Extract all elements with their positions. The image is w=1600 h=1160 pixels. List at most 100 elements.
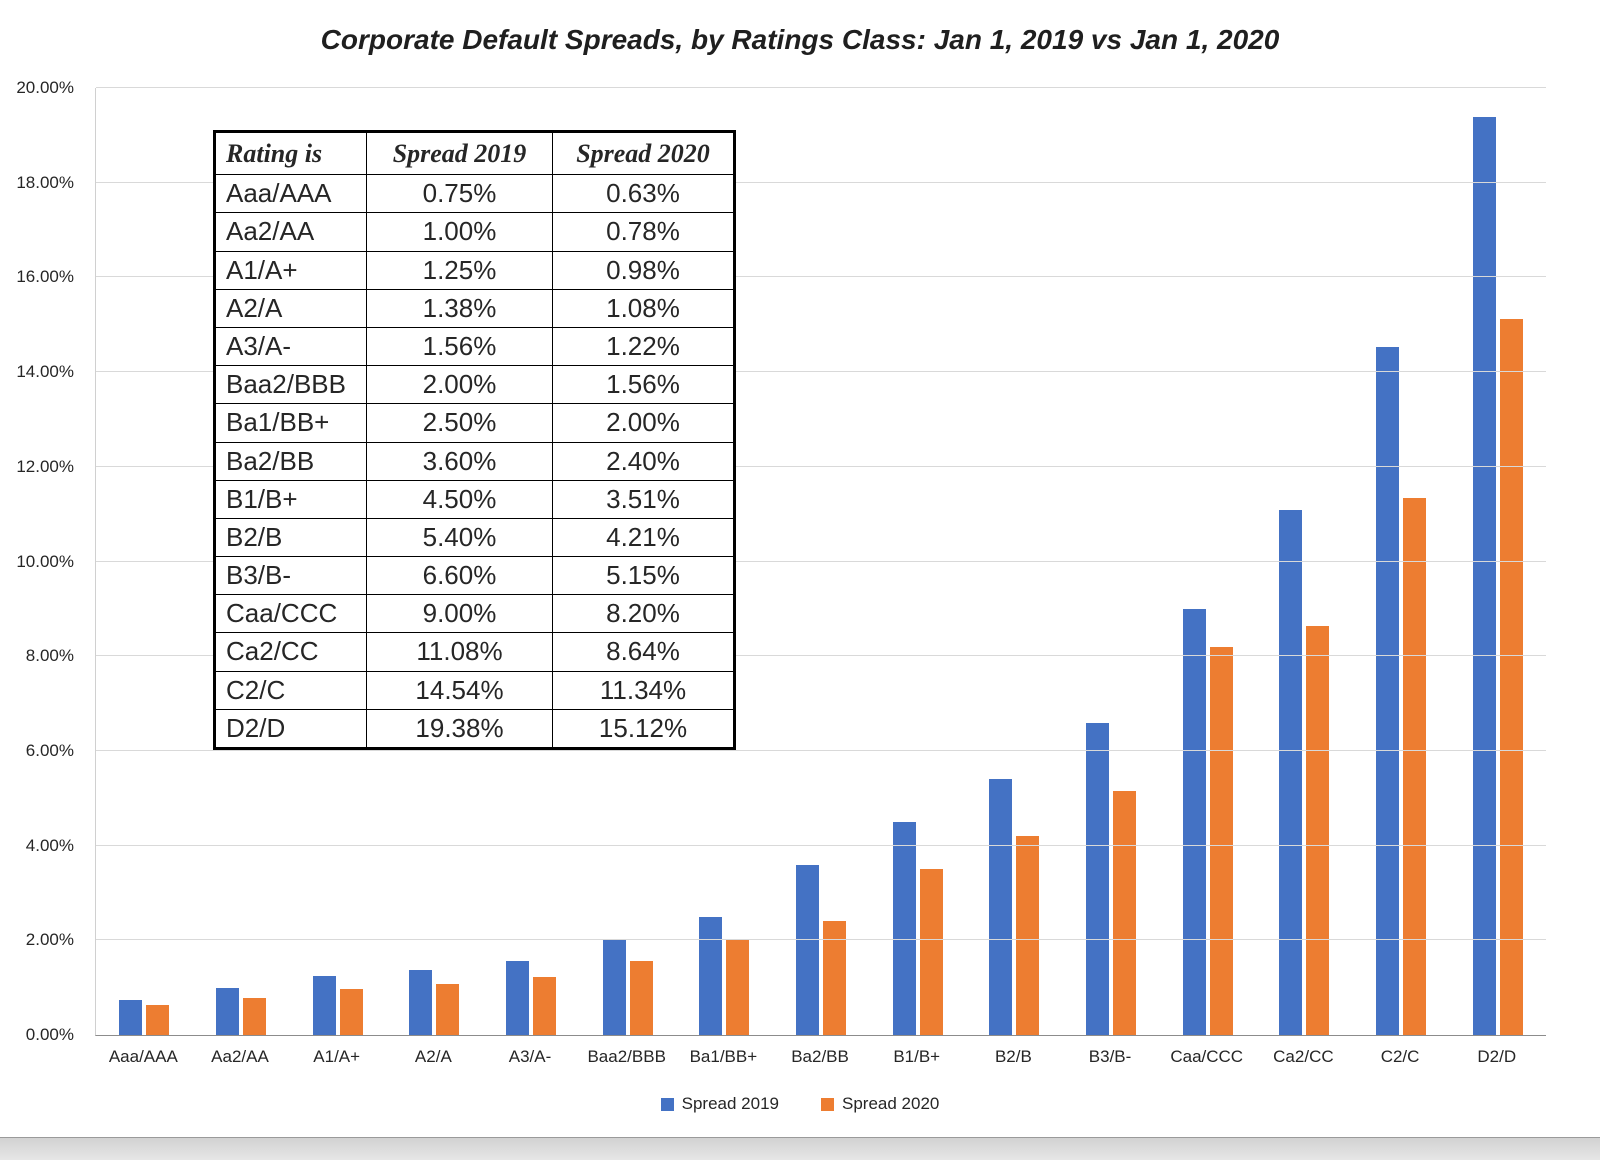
rating-cell: B1/B+ [214,479,367,519]
rating-cell: Ba2/BB [214,441,367,481]
spread-cell: 3.51% [552,479,735,519]
rating-cell: D2/D [214,708,367,750]
rating-cell: A3/A- [214,326,367,367]
y-tick-label: 2.00% [25,930,74,950]
y-tick-label: 8.00% [25,646,74,666]
y-tick-label: 12.00% [16,456,74,476]
gridline [96,276,1546,278]
bar-spread-2020-baa2-bbb [629,961,653,1035]
x-tick-label-caa-ccc: Caa/CCC [1170,1047,1244,1066]
gridline [96,87,1546,88]
bar-spread-2020-ba1-bb [726,940,750,1035]
x-tick-label-a2-a: A2/A [414,1047,452,1066]
table-header-cell-spread-2019: Spread 2019 [366,130,553,176]
bar-spread-2019-ba1-bb [699,916,723,1035]
spread-cell: 1.25% [366,250,553,290]
bar-group-aa2-aa [193,88,290,1035]
spread-cell: 2.50% [366,403,553,443]
bar-spread-2020-ca2-cc [1306,625,1330,1035]
spread-cell: 0.63% [552,174,735,214]
y-tick-label: 18.00% [16,172,74,192]
spread-cell: 1.56% [366,326,553,367]
bar-spread-2019-a3-a [506,961,530,1035]
table-body: Aaa/AAA 0.75% 0.63% Aa2/AA 1.00% 0.78% A1/A+ 1.… [214,174,735,750]
table-row-a3-a: A3/A- 1.56% 1.22% [214,326,735,367]
spread-cell: 14.54% [366,670,553,710]
bar-spread-2020-ba2-bb [823,921,847,1035]
x-tick-label-ca2-cc: Ca2/CC [1273,1047,1334,1066]
x-tick-label-ba2-bb: Ba2/BB [791,1047,849,1066]
gridline [96,844,1546,846]
bar-spread-2019-ba2-bb [796,864,820,1035]
rating-cell: B3/B- [214,556,367,596]
y-tick-label: 14.00% [16,362,74,382]
bar-group-ca2-cc [1256,88,1353,1035]
table-row-a2-a: A2/A 1.38% 1.08% [214,288,735,328]
spread-cell: 1.38% [366,288,553,328]
y-tick-label: 20.00% [16,78,74,97]
spread-cell: 1.08% [552,288,735,328]
table-header-cell-rating-is: Rating is [214,130,367,176]
spread-cell: 3.60% [366,441,553,481]
bar-group-a2-a [386,88,483,1035]
spread-cell: 11.08% [366,632,553,672]
x-tick-label-a1-a: A1/A+ [313,1047,361,1066]
bar-spread-2019-c2-c [1376,346,1400,1035]
gridline [96,655,1546,657]
rating-cell: Ba1/BB+ [214,403,367,443]
legend: Spread 2019 Spread 2020 [0,1094,1600,1114]
table-row-d2-d: D2/D 19.38% 15.12% [214,708,735,750]
legend-swatch-icon [821,1097,834,1111]
spread-cell: 9.00% [366,594,553,634]
rating-cell: Aa2/AA [214,212,367,252]
spread-cell: 6.60% [366,556,553,596]
x-tick-label-aa2-aa: Aa2/AA [211,1047,269,1066]
table-header-cell-spread-2020: Spread 2020 [552,130,735,176]
spread-data-table: Rating is Spread 2019 Spread 2020 Aaa/AAA 0… [213,130,736,750]
rating-cell: C2/C [214,670,367,710]
bar-spread-2019-baa2-bbb [602,940,626,1035]
x-tick-label-d2-d: D2/D [1477,1047,1517,1066]
bar-spread-2019-d2-d [1472,117,1496,1035]
spread-cell: 8.20% [552,594,735,634]
bar-group-b3-b [1063,88,1160,1035]
bar-group-ba1-bb [676,88,773,1035]
window-scrollbar[interactable] [0,1137,1600,1160]
bar-spread-2020-caa-ccc [1209,646,1233,1035]
rating-cell: Aaa/AAA [214,174,367,214]
x-tick-label-ba1-bb: Ba1/BB+ [689,1047,758,1066]
spread-cell: 4.50% [366,479,553,519]
bar-spread-2020-aa2-aa [243,998,266,1035]
bar-spread-2020-a2-a [436,983,460,1035]
legend-label: Spread 2019 [681,1094,779,1113]
bar-group-baa2-bbb [579,88,676,1035]
bar-spread-2020-a1-a [339,988,363,1035]
gridline [96,465,1546,467]
rating-cell: A1/A+ [214,250,367,290]
x-tick-label-c2-c: C2/C [1380,1047,1420,1066]
table-row-a1-a: A1/A+ 1.25% 0.98% [214,250,735,290]
table-row-aa2-aa: Aa2/AA 1.00% 0.78% [214,212,735,252]
y-axis-labels: 0.00% 2.00% 4.00% 6.00% 8.00% 10.00% 12.00% 14.… [0,78,80,1044]
spread-cell: 4.21% [552,517,735,558]
rating-cell: Ca2/CC [214,632,367,672]
bar-spread-2019-b2-b [989,779,1013,1035]
legend-item-spread-2019: Spread 2019 [660,1094,779,1114]
spread-cell: 11.34% [552,670,735,710]
bar-spread-2020-d2-d [1499,319,1523,1035]
bar-spread-2019-caa-ccc [1182,608,1206,1035]
spread-cell: 0.75% [366,174,553,214]
bar-spread-2019-b3-b [1086,722,1110,1035]
bar-spread-2020-b1-b [919,868,943,1035]
table-row-caa-ccc: Caa/CCC 9.00% 8.20% [214,594,735,634]
spread-cell: 1.00% [366,212,553,252]
spread-cell: 2.40% [552,441,735,481]
bar-group-a3-a [483,88,580,1035]
gridline [96,371,1546,373]
gridline [96,181,1546,183]
spread-cell: 5.40% [366,517,553,558]
bar-spread-2020-aaa-aaa [146,1005,170,1035]
bar-spread-2020-a3-a [533,977,557,1035]
bar-spread-2019-b1-b [892,821,916,1035]
bar-spread-2019-aa2-aa [216,987,239,1035]
